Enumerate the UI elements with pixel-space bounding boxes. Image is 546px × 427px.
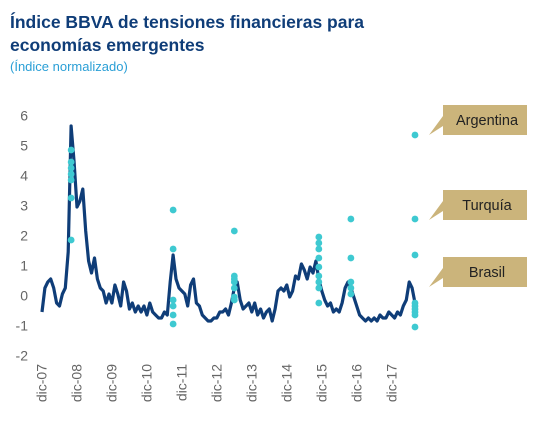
- y-tick-label: -2: [16, 348, 29, 364]
- x-tick-label: dic-15: [313, 364, 329, 402]
- scatter-point: [315, 278, 323, 286]
- x-tick-label: dic-16: [348, 364, 364, 402]
- scatter-point: [315, 254, 323, 262]
- scatter-point: [411, 215, 419, 223]
- x-tick-label: dic-10: [139, 364, 155, 402]
- y-tick-label: 1: [20, 258, 28, 274]
- x-tick-label: dic-17: [383, 364, 399, 402]
- annotation-callout: [429, 190, 527, 220]
- scatter-point: [411, 323, 419, 331]
- scatter-point: [315, 272, 323, 280]
- x-tick-label: dic-08: [69, 364, 85, 402]
- scatter-point: [315, 239, 323, 247]
- scatter-point: [67, 194, 75, 202]
- scatter-point: [315, 233, 323, 241]
- scatter-point: [315, 284, 323, 292]
- chart-title: Índice BBVA de tensiones financieras par…: [10, 11, 364, 32]
- x-tick-label: dic-12: [209, 364, 225, 402]
- scatter-point: [230, 296, 238, 304]
- scatter-point: [315, 299, 323, 307]
- scatter-point: [67, 176, 75, 184]
- scatter-point: [347, 278, 355, 286]
- annotation-callout: [429, 105, 527, 135]
- callout-box: [429, 105, 527, 135]
- callout-box: [429, 257, 527, 287]
- scatter-point: [347, 215, 355, 223]
- y-tick-label: 5: [20, 138, 28, 154]
- scatter-point: [347, 290, 355, 298]
- scatter-point: [67, 146, 75, 154]
- x-tick-label: dic-11: [174, 364, 190, 401]
- x-tick-label: dic-13: [244, 364, 260, 402]
- scatter-point: [230, 227, 238, 235]
- x-tick-label: dic-14: [278, 364, 294, 402]
- scatter-point: [411, 131, 419, 139]
- scatter-point: [347, 284, 355, 292]
- scatter-point: [169, 320, 177, 328]
- scatter-point: [67, 158, 75, 166]
- scatter-point: [230, 284, 238, 292]
- callout-box: [429, 190, 527, 220]
- line: [40, 124, 417, 323]
- y-tick-label: 6: [20, 108, 28, 124]
- scatter-point: [169, 206, 177, 214]
- chart-title: economías emergentes: [10, 35, 205, 55]
- scatter-point: [67, 164, 75, 172]
- scatter-point: [67, 170, 75, 178]
- scatter-point: [315, 263, 323, 271]
- scatter-point: [315, 245, 323, 253]
- annotation-label: Argentina: [456, 113, 519, 129]
- y-tick-label: 3: [20, 198, 28, 214]
- scatter-point: [169, 296, 177, 304]
- x-tick-label: dic-09: [104, 364, 120, 402]
- scatter-point: [230, 278, 238, 286]
- y-tick-label: -1: [16, 318, 29, 334]
- scatter-point: [169, 311, 177, 319]
- y-tick-label: 0: [20, 288, 28, 304]
- scatter-point: [411, 311, 419, 319]
- annotation-callout: [429, 257, 527, 287]
- annotation-label: Brasil: [469, 265, 505, 281]
- y-tick-label: 4: [20, 168, 28, 184]
- scatter-point: [347, 254, 355, 262]
- scatter-point: [169, 245, 177, 253]
- y-tick-label: 2: [20, 228, 28, 244]
- scatter-point: [411, 251, 419, 259]
- scatter-point: [67, 236, 75, 244]
- annotation-label: Turquía: [462, 198, 512, 214]
- scatter-point: [169, 302, 177, 310]
- chart-subtitle: (Índice normalizado): [10, 59, 128, 74]
- x-tick-label: dic-07: [34, 364, 50, 402]
